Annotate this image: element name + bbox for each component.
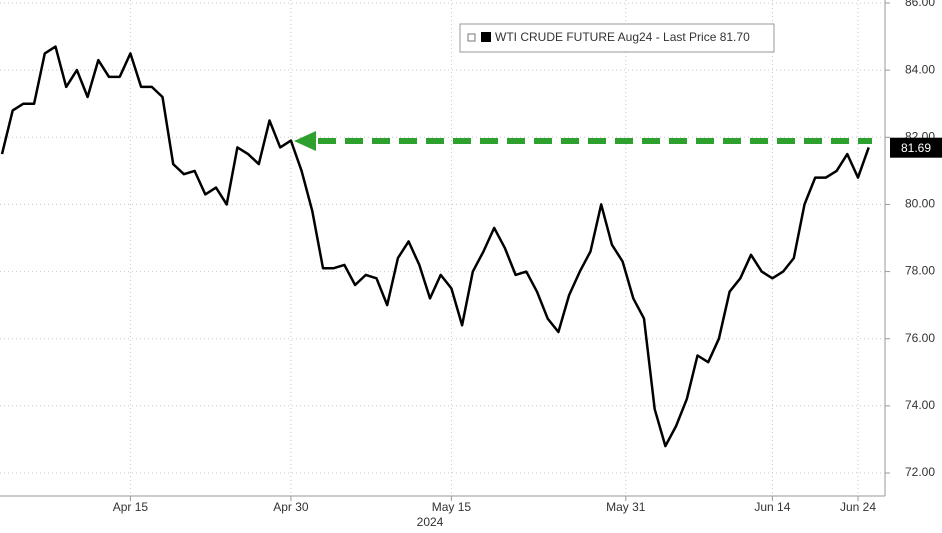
x-group-label: 2024 [417,515,444,529]
last-price-label: 81.69 [901,141,931,155]
last-price-box [890,137,942,158]
x-tick-label: Apr 15 [113,500,149,514]
y-tick-label: 74.00 [905,398,935,412]
legend: WTI CRUDE FUTURE Aug24 - Last Price 81.7… [459,23,775,53]
x-tick-label: Apr 30 [273,500,309,514]
legend-box [459,23,775,53]
x-tick-label: Jun 14 [754,500,790,514]
y-tick-label: 78.00 [905,264,935,278]
plot [0,45,870,448]
legend-swatch [481,32,491,42]
y-tick-label: 72.00 [905,465,935,479]
legend-label: WTI CRUDE FUTURE Aug24 - Last Price 81.7… [495,30,750,44]
arrow-head [294,131,316,151]
y-tick-label: 80.00 [905,197,935,211]
x-tick-label: May 15 [432,500,472,514]
y-tick-label: 76.00 [905,331,935,345]
y-tick-label: 86.00 [905,0,935,9]
x-tick-label: May 31 [606,500,646,514]
y-tick-label: 84.00 [905,62,935,76]
x-tick-label: Jun 24 [840,500,876,514]
legend-toggle[interactable] [467,33,476,42]
price-line [0,45,870,448]
grid [0,0,885,496]
